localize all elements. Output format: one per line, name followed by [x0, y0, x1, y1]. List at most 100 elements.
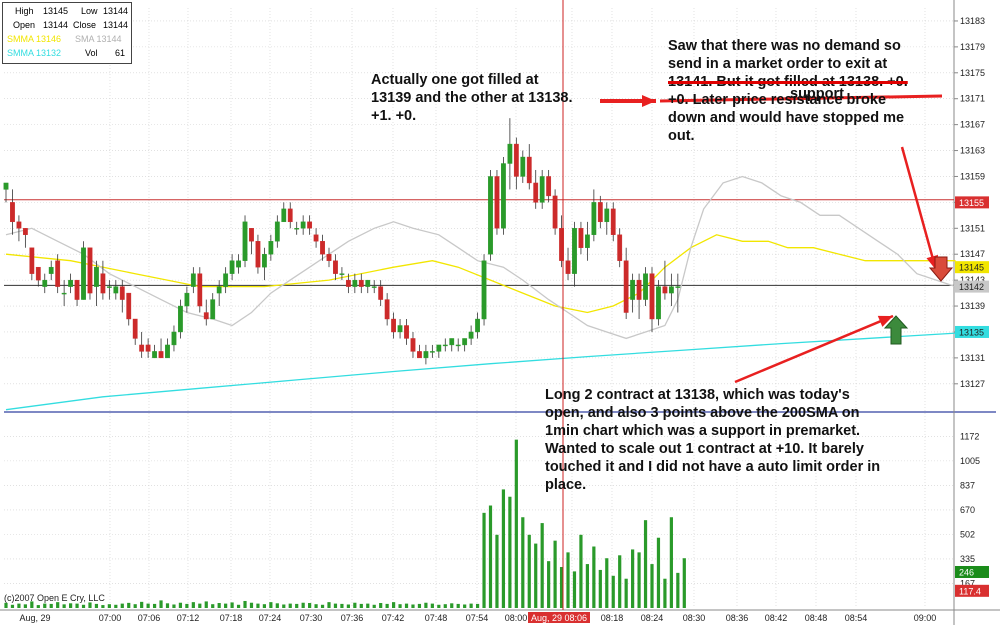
arrow-head [642, 95, 656, 107]
price-tick-label: 13175 [960, 68, 985, 78]
candle-body [649, 273, 655, 320]
candle-body [365, 279, 371, 287]
volume-bar [69, 603, 73, 608]
volume-tick-label: 837 [960, 480, 975, 490]
candle-body [539, 176, 545, 203]
candle-body [610, 208, 616, 235]
candle-body [326, 254, 332, 261]
open-value: 13144 [43, 20, 69, 30]
volume-bar [430, 603, 434, 608]
candle-body [585, 234, 590, 248]
close-value: 13144 [103, 20, 129, 30]
volume-bar [443, 604, 447, 608]
candle-body [656, 286, 661, 320]
volume-bar [81, 604, 86, 608]
candle-body [417, 351, 422, 359]
data-window: High 13145 Low 13144 Open 13144 Close 13… [2, 2, 132, 64]
candle-body [139, 344, 145, 352]
candle-body [462, 338, 468, 346]
candle-body [307, 221, 313, 229]
time-tick-label: 09:00 [914, 613, 937, 623]
annotation-arrows [600, 94, 954, 384]
price-flag-label: 13135 [959, 327, 984, 337]
volume-bar [10, 604, 15, 608]
candle-body [339, 273, 345, 275]
low-label: Low [81, 6, 98, 16]
volume-bar [521, 517, 525, 608]
volume-bar [540, 523, 544, 608]
volume-bar [346, 604, 350, 608]
candle-body [48, 266, 54, 274]
volume-bar [637, 552, 641, 608]
volume-flag [955, 584, 989, 597]
candle-body [287, 208, 293, 223]
volume-value: 61 [115, 48, 126, 58]
volume-label: Vol [85, 48, 98, 58]
volume-bar [611, 575, 615, 608]
volume-bar [547, 561, 551, 608]
cursor-time-flag [528, 612, 590, 623]
candle-body [488, 176, 493, 255]
candle-body [262, 254, 267, 268]
volume-bar [224, 603, 228, 608]
volume-bar [243, 600, 247, 608]
price-flag-label: 13155 [959, 198, 984, 208]
price-flag [955, 196, 989, 209]
smma-yellow-label: SMMA 13146 [7, 34, 62, 44]
volume-bar [178, 602, 183, 608]
volume-bar [333, 603, 338, 608]
candle-body [10, 202, 15, 223]
candle-body [223, 273, 229, 287]
volume-bar [101, 605, 105, 608]
volume-series [4, 439, 686, 608]
volume-tick-label: 335 [960, 554, 975, 564]
candle-body [190, 273, 196, 287]
volume-bar [140, 601, 144, 608]
volume-bar [514, 439, 518, 608]
volume-bar [17, 603, 21, 608]
time-tick-label: Aug, 29 [19, 613, 50, 623]
candle-body [145, 344, 151, 352]
open-label: Open [13, 20, 36, 30]
volume-bar [450, 603, 454, 608]
volume-bar [534, 543, 538, 608]
candle-body [617, 234, 623, 261]
candle-body [158, 351, 164, 359]
volume-bar [417, 603, 422, 608]
candle-body [203, 312, 209, 320]
price-flag [955, 325, 989, 338]
time-tick-label: 08:30 [683, 613, 706, 623]
volume-bar [585, 564, 589, 608]
candle-body [94, 266, 99, 287]
note-line: +1. +0. [371, 108, 417, 124]
copyright-text: (c)2007 Open E Cry, LLC [4, 593, 105, 603]
volume-bar [314, 604, 318, 608]
candle-body [268, 241, 274, 255]
price-tick-label: 13159 [960, 171, 985, 181]
volume-bar [669, 517, 673, 608]
volume-bar [107, 604, 111, 608]
time-tick-label: 07:24 [259, 613, 282, 623]
candle-body [210, 299, 216, 320]
candle-body [358, 279, 364, 287]
candle-body [216, 286, 222, 294]
candle-body [132, 318, 138, 339]
volume-bar [676, 572, 680, 608]
price-tick-label: 13183 [960, 16, 985, 26]
arrow-to-fill [600, 95, 656, 107]
note-line: out. [668, 128, 695, 144]
volume-bar [36, 605, 40, 608]
price-tick-label: 13171 [960, 94, 985, 104]
volume-bar [146, 603, 150, 608]
volume-bar [236, 604, 241, 608]
cursor-time-label: Aug, 29 08:06 [531, 613, 587, 623]
candle-body [119, 286, 125, 300]
moving-average-line [5, 331, 976, 411]
volume-bar [437, 604, 441, 608]
note-fill-prices: Actually one got filled at 13139 and the… [371, 71, 573, 125]
candle-body [662, 286, 668, 294]
volume-bar [631, 549, 635, 608]
volume-bar [56, 602, 60, 608]
time-tick-label: 08:36 [726, 613, 749, 623]
